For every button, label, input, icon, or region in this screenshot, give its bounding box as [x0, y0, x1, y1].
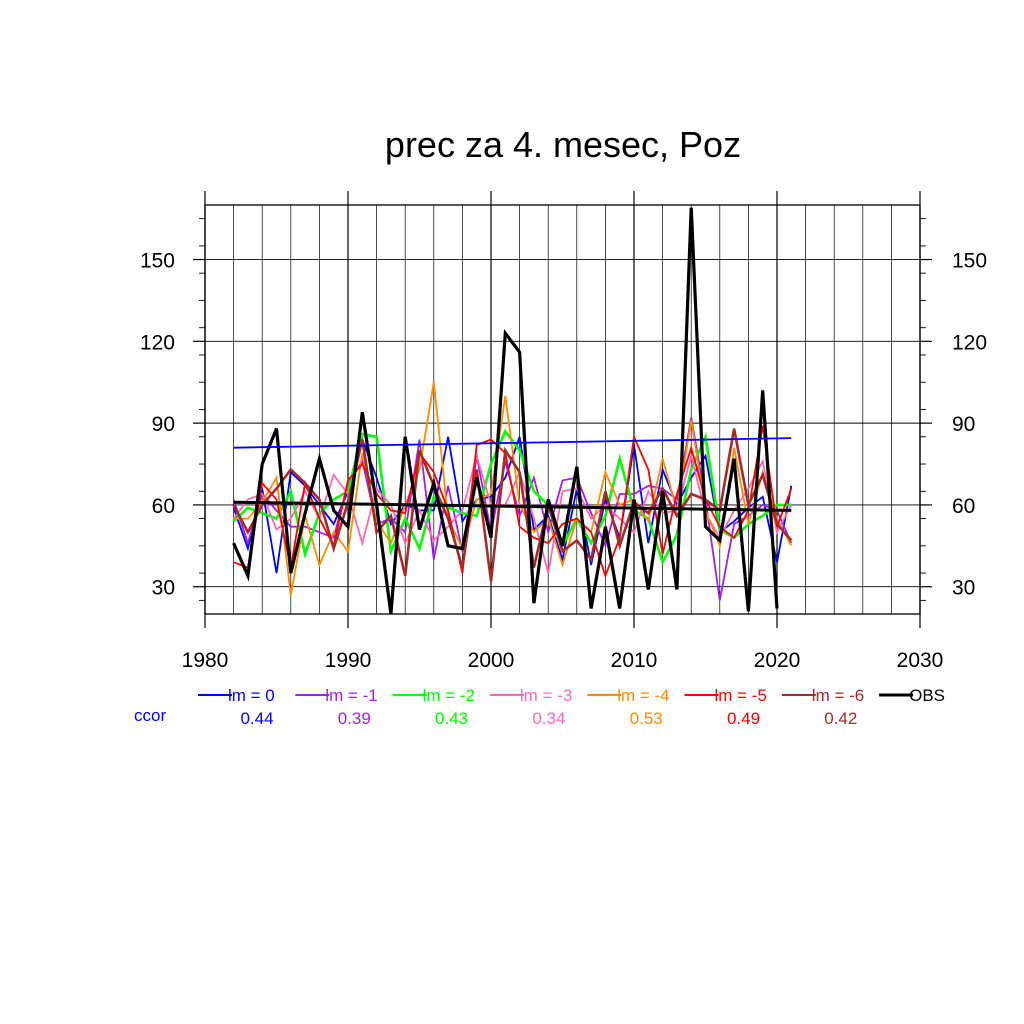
trend-line-7 — [233, 500, 792, 512]
series-line-6 — [232, 428, 793, 582]
y-tick-label: 30 — [152, 577, 175, 600]
y-tick-label: 60 — [152, 495, 175, 518]
ccor-value-3: 0.34 — [532, 709, 565, 728]
y-tick-label-right: 150 — [952, 250, 987, 273]
trend-line-0 — [233, 437, 792, 449]
series-line-2 — [232, 428, 792, 566]
y-tick-label-right: 90 — [952, 413, 975, 436]
axes: 1980 1990 2000 2010 2020 2030 30 30 60 60 90 90 120 1… — [140, 191, 987, 672]
x-tick-label: 2030 — [897, 649, 944, 672]
grid — [204, 205, 921, 614]
x-tick-label: 1990 — [325, 649, 372, 672]
x-tick-label: 2020 — [754, 649, 801, 672]
y-tick-label-right: 60 — [952, 495, 975, 518]
legend-label-4: lm = -4 — [617, 686, 669, 705]
legend-label-3: lm = -3 — [520, 686, 572, 705]
ccor-value-0: 0.44 — [240, 709, 273, 728]
legend: ccor lm = 0 0.44 lm = -1 0.39 lm = -2 0.43 lm =… — [134, 686, 945, 728]
ccor-value-6: 0.42 — [824, 709, 857, 728]
legend-label-5: lm = -5 — [715, 686, 767, 705]
x-tick-label: 2010 — [611, 649, 658, 672]
y-tick-label-right: 120 — [952, 331, 987, 354]
ccor-label: ccor — [134, 706, 166, 725]
y-tick-label: 150 — [140, 250, 175, 273]
legend-label-6: lm = -6 — [812, 686, 864, 705]
series-line-7 — [232, 207, 779, 614]
ccor-value-2: 0.43 — [435, 709, 468, 728]
series-line-4 — [233, 382, 793, 596]
y-tick-label-right: 30 — [952, 577, 975, 600]
ccor-value-4: 0.53 — [630, 709, 663, 728]
y-tick-label: 120 — [140, 331, 175, 354]
legend-label-2: lm = -2 — [423, 686, 475, 705]
y-tick-label: 90 — [152, 413, 175, 436]
series-lines — [232, 207, 793, 614]
series-line-5 — [233, 425, 793, 579]
ccor-value-1: 0.39 — [338, 709, 371, 728]
legend-label-0: lm = 0 — [228, 686, 275, 705]
chart-title: prec za 4. mesec, Poz — [385, 124, 741, 165]
ccor-value-5: 0.49 — [727, 709, 760, 728]
legend-label-7: OBS — [909, 686, 945, 705]
x-tick-label: 1980 — [182, 649, 229, 672]
x-tick-label: 2000 — [468, 649, 515, 672]
legend-label-1: lm = -1 — [325, 686, 377, 705]
